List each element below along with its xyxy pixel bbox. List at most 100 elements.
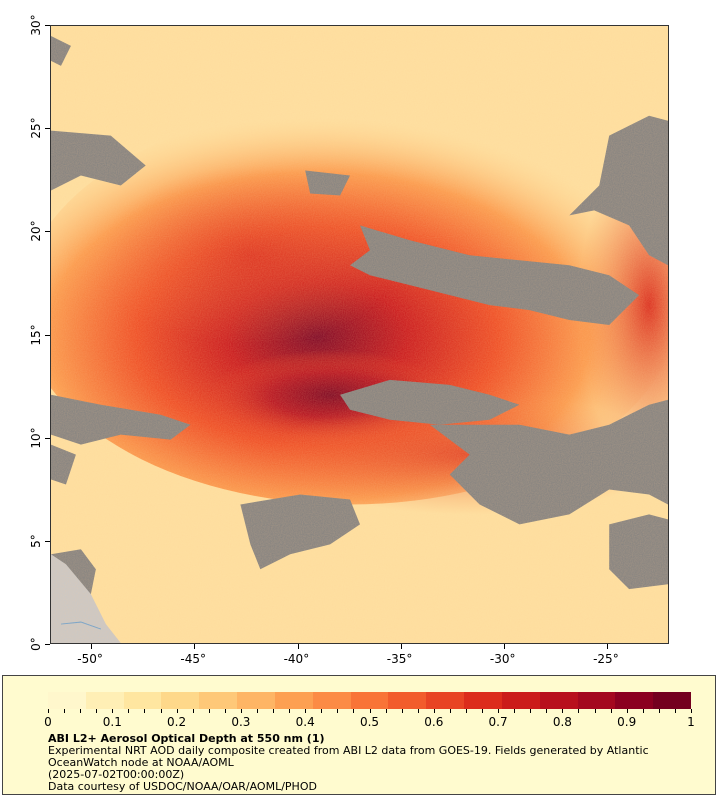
colorbar-minor-tick	[401, 709, 403, 713]
colorbar-minor-tick	[498, 709, 500, 713]
colorbar-swatch	[161, 692, 200, 709]
colorbar-tick-label: 0.2	[167, 715, 187, 729]
colorbar-swatch	[85, 692, 124, 709]
longitude-tick	[400, 644, 402, 649]
colorbar-swatch	[274, 692, 313, 709]
colorbar-minor-tick	[449, 709, 451, 713]
colorbar-minor-tick	[562, 709, 564, 713]
latitude-label: 5°	[29, 534, 43, 548]
colorbar-minor-tick	[289, 709, 291, 713]
colorbar-swatch	[539, 692, 578, 709]
colorbar-minor-tick	[514, 709, 516, 713]
latitude-tick	[45, 437, 50, 439]
colorbar-minor-tick	[337, 709, 339, 713]
colorbar-minor-tick	[610, 709, 612, 713]
colorbar-minor-tick	[578, 709, 580, 713]
longitude-label: -25°	[593, 652, 619, 666]
aod-map	[50, 25, 669, 644]
latitude-label: 10°	[29, 427, 43, 449]
colorbar-minor-tick	[208, 709, 210, 713]
colorbar-tick-label: 0.8	[552, 715, 572, 729]
latitude-label: 25°	[29, 117, 43, 139]
colorbar-minor-tick	[658, 709, 660, 713]
colorbar-minor-tick	[482, 709, 484, 713]
longitude-tick	[194, 644, 196, 649]
colorbar-minor-tick	[273, 709, 275, 713]
colorbar-minor-tick	[385, 709, 387, 713]
latitude-label: 30°	[29, 14, 43, 36]
colorbar-minor-tick	[48, 709, 49, 713]
longitude-label: -50°	[77, 652, 103, 666]
legend-description: Experimental NRT AOD daily composite cre…	[48, 744, 649, 769]
latitude-label: 0°	[29, 637, 43, 651]
colorbar-minor-tick	[128, 709, 130, 713]
latitude-tick	[45, 540, 50, 542]
colorbar-tick-label: 0.4	[295, 715, 315, 729]
legend-panel: 0 0.1 0.2 0.3 0.4 0.5 0.6 0.7 0.8 0.9 1 ABI L2+ Ae…	[2, 675, 716, 795]
latitude-tick	[45, 25, 50, 26]
colorbar-minor-tick	[465, 709, 467, 713]
latitude-label: 20°	[29, 220, 43, 242]
longitude-label: -40°	[283, 652, 310, 666]
colorbar-swatch	[501, 692, 540, 709]
longitude-label: -35°	[386, 652, 413, 666]
longitude-tick	[503, 644, 505, 649]
colorbar-minor-tick	[626, 709, 628, 713]
colorbar-swatch	[312, 692, 351, 709]
legend-timestamp: (2025-07-02T00:00:00Z)	[48, 768, 185, 781]
latitude-tick	[45, 231, 50, 233]
longitude-label: -45°	[180, 652, 207, 666]
colorbar-tick-label: 0.7	[488, 715, 508, 729]
colorbar-minor-tick	[96, 709, 98, 713]
longitude-tick	[607, 644, 609, 649]
legend-credits: Data courtesy of USDOC/NOAA/OAR/AOML/PHO…	[48, 780, 317, 793]
legend-title: ABI L2+ Aerosol Optical Depth at 550 nm …	[48, 732, 325, 745]
colorbar-minor-tick	[256, 709, 258, 713]
colorbar-minor-tick	[594, 709, 596, 713]
colorbar-swatch	[388, 692, 427, 709]
colorbar-minor-tick	[433, 709, 435, 713]
colorbar-swatch	[48, 692, 86, 709]
colorbar-swatch	[350, 692, 389, 709]
colorbar-swatch	[464, 692, 502, 709]
colorbar-minor-tick	[192, 709, 194, 713]
longitude-tick	[297, 644, 299, 649]
colorbar-swatch	[426, 692, 465, 709]
colorbar-swatch	[615, 692, 654, 709]
latitude-label: 15°	[29, 323, 43, 346]
colorbar-minor-tick	[144, 709, 146, 713]
colorbar-swatch	[123, 692, 162, 709]
colorbar-minor-tick	[305, 709, 307, 713]
colorbar-tick-label: 0.5	[359, 715, 380, 729]
colorbar-minor-tick	[176, 709, 178, 713]
aod-map-image	[51, 26, 668, 643]
colorbar-minor-tick	[64, 709, 66, 713]
colorbar	[48, 692, 692, 709]
colorbar-minor-tick	[417, 709, 419, 713]
colorbar-tick-label: 0.6	[424, 715, 444, 729]
longitude-label: -30°	[489, 652, 516, 666]
colorbar-minor-tick	[546, 709, 548, 713]
colorbar-minor-tick	[321, 709, 323, 713]
latitude-tick	[45, 334, 50, 336]
latitude-tick	[45, 644, 50, 645]
colorbar-swatch	[577, 692, 616, 709]
colorbar-minor-tick	[642, 709, 644, 713]
colorbar-minor-tick	[224, 709, 226, 713]
colorbar-minor-tick	[674, 709, 676, 713]
colorbar-minor-tick	[160, 709, 162, 713]
colorbar-tick-label: 0	[44, 715, 52, 729]
colorbar-swatch	[237, 692, 275, 709]
colorbar-tick-label: 1	[687, 715, 695, 729]
colorbar-swatch	[653, 692, 692, 709]
colorbar-tick-label: 0.9	[617, 715, 637, 729]
colorbar-tick-label: 0.1	[102, 715, 122, 729]
colorbar-minor-tick	[240, 709, 242, 713]
colorbar-minor-tick	[112, 709, 114, 713]
latitude-tick	[45, 128, 50, 130]
colorbar-minor-tick	[530, 709, 532, 713]
colorbar-minor-tick	[691, 709, 692, 713]
colorbar-tick-label: 0.3	[231, 715, 251, 729]
colorbar-minor-tick	[80, 709, 82, 713]
colorbar-minor-tick	[369, 709, 371, 713]
